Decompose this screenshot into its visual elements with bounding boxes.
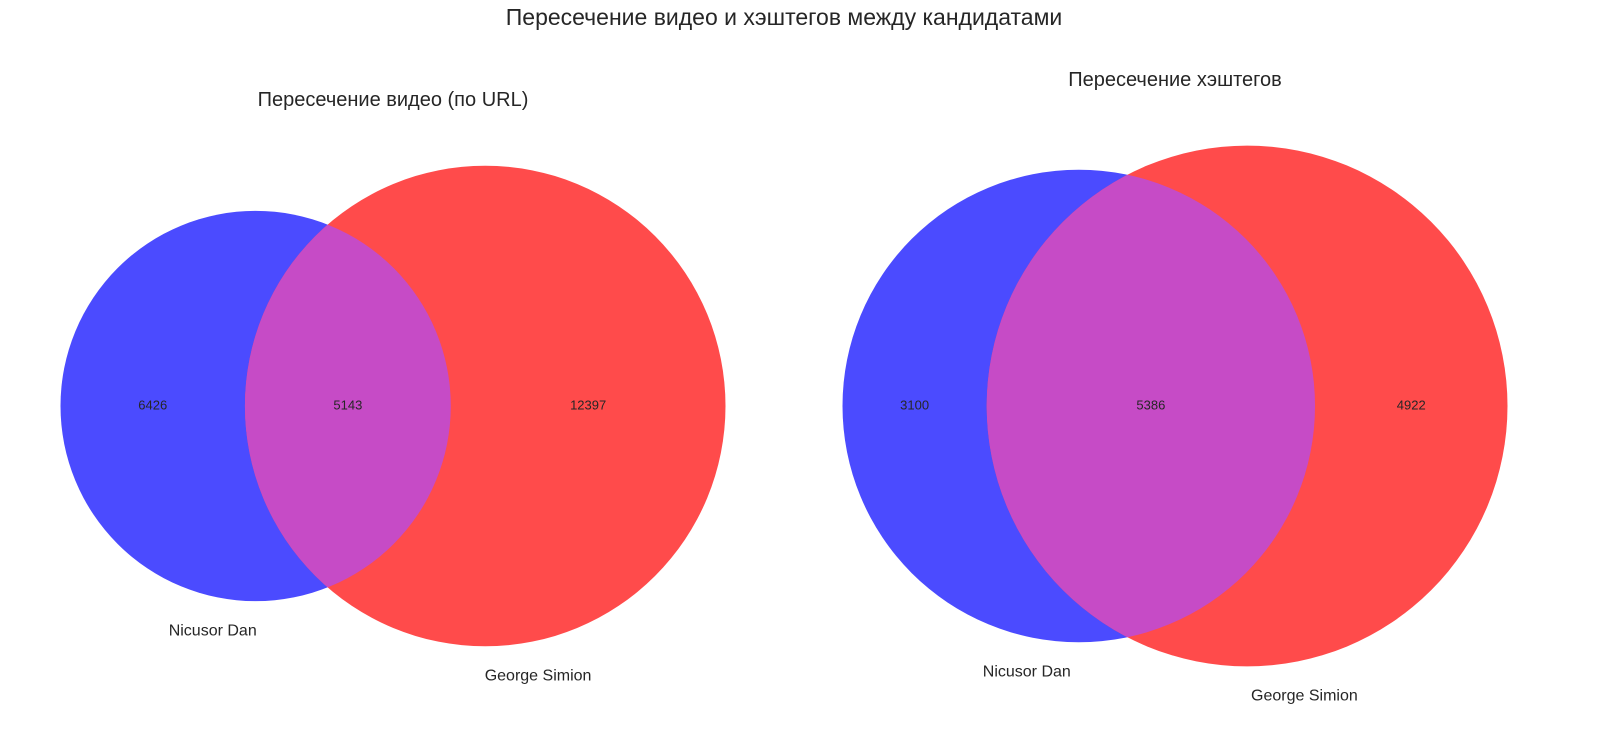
chart-title: Пересечение хэштегов (1068, 69, 1282, 91)
region-label: 5143 (333, 397, 362, 412)
figure-title: Пересечение видео и хэштегов между канди… (506, 4, 1062, 30)
set-label: Nicusor Dan (983, 663, 1071, 680)
region-label: 4922 (1397, 397, 1426, 412)
venn-panel: 3100 5386 4922 Nicusor Dan George Simion Пере… (842, 69, 1508, 705)
overlap (986, 169, 1316, 643)
set-label: George Simion (1251, 688, 1358, 705)
region-label: 12397 (570, 397, 606, 412)
region-label: 3100 (900, 397, 929, 412)
set-label: George Simion (485, 668, 592, 685)
overlap (244, 210, 451, 602)
venn-panel: 6426 5143 12397 Nicusor Dan George Simion Пер… (60, 89, 726, 685)
region-label: 6426 (138, 397, 167, 412)
region-label: 5386 (1136, 397, 1165, 412)
chart-title: Пересечение видео (по URL) (258, 89, 529, 111)
set-label: Nicusor Dan (169, 622, 257, 639)
